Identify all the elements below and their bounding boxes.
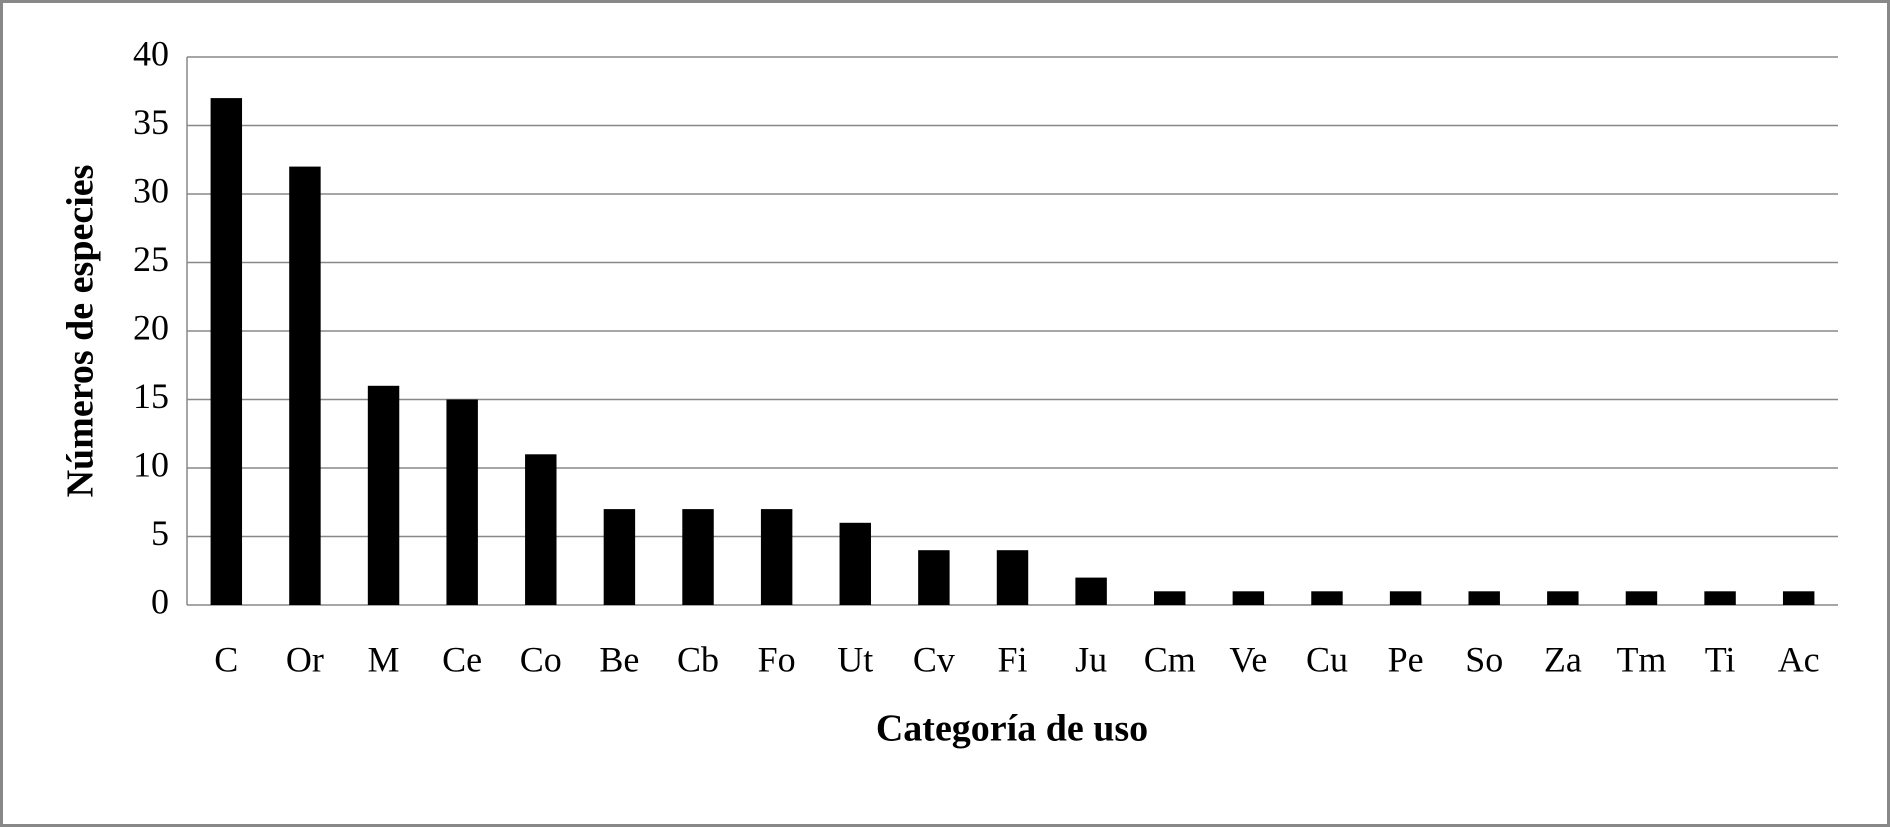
x-tick-label: Ti <box>1705 639 1736 679</box>
bar <box>210 98 243 605</box>
bar <box>1389 591 1422 605</box>
bar <box>446 399 478 605</box>
bar <box>289 166 321 605</box>
bar <box>1704 591 1736 605</box>
bar <box>1154 591 1186 605</box>
x-tick-label: Ju <box>1075 639 1107 679</box>
y-tick-label: 0 <box>151 581 169 621</box>
bar <box>918 550 950 605</box>
x-tick-label: Ac <box>1778 639 1820 679</box>
y-axis-title: Números de especies <box>60 165 102 498</box>
x-tick-label: M <box>368 639 400 679</box>
bar <box>1075 577 1107 605</box>
x-tick-label: Or <box>286 639 324 679</box>
y-tick-label: 5 <box>151 513 169 553</box>
x-tick-label: Za <box>1544 639 1582 679</box>
bar <box>603 509 636 605</box>
bar <box>682 509 714 605</box>
x-tick-label: Be <box>599 639 639 679</box>
x-tick-label: Pe <box>1388 639 1424 679</box>
x-tick-label: Fo <box>758 639 796 679</box>
x-tick-label: Cv <box>913 639 955 679</box>
y-tick-label: 15 <box>133 376 169 416</box>
bar <box>1782 591 1815 605</box>
x-tick-label: Cu <box>1306 639 1348 679</box>
x-tick-label: Cb <box>677 639 719 679</box>
y-tick-label: 30 <box>133 170 169 210</box>
y-tick-label: 10 <box>133 444 169 484</box>
x-tick-label: So <box>1465 639 1503 679</box>
x-tick-label: Ut <box>837 639 873 679</box>
bar <box>1547 591 1579 605</box>
y-tick-label: 25 <box>133 239 169 279</box>
x-tick-label: C <box>214 639 238 679</box>
bar <box>839 522 871 605</box>
bar <box>760 509 793 605</box>
x-tick-label: Co <box>520 639 562 679</box>
bar <box>1311 591 1343 605</box>
x-tick-label: Cm <box>1144 639 1196 679</box>
x-tick-label: Fi <box>997 639 1027 679</box>
x-tick-label: Ve <box>1229 639 1267 679</box>
bar <box>525 454 557 605</box>
y-tick-label: 40 <box>133 33 169 73</box>
bar <box>1625 591 1658 605</box>
y-tick-label: 20 <box>133 307 169 347</box>
bar <box>996 550 1029 605</box>
bar <box>1468 591 1500 605</box>
x-tick-label: Ce <box>442 639 482 679</box>
bar <box>367 385 400 605</box>
x-axis-title: Categoría de uso <box>876 708 1148 750</box>
y-tick-label: 35 <box>133 102 169 142</box>
x-tick-label: Tm <box>1616 639 1666 679</box>
bar <box>1232 591 1265 605</box>
